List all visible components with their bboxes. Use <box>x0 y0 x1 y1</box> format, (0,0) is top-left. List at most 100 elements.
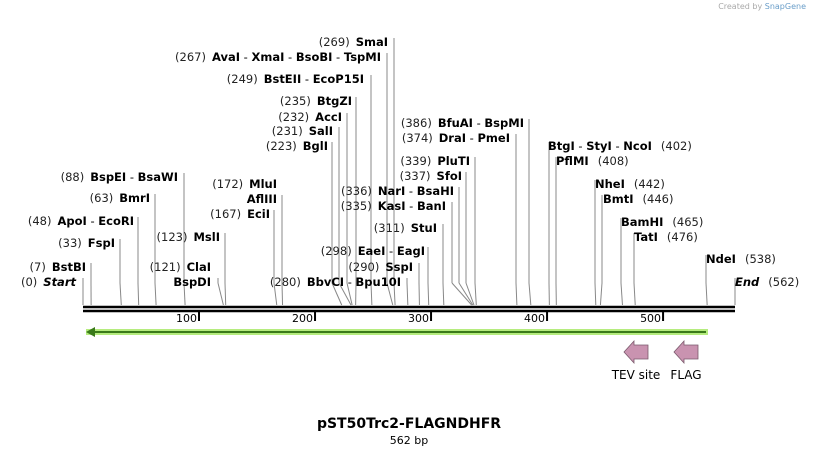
enzyme-name: End <box>735 275 760 289</box>
enzyme-label[interactable]: 33 FspI <box>58 236 115 250</box>
enzyme-label[interactable]: 235 BtgZI <box>280 94 352 108</box>
enzyme-position: 335 <box>341 199 372 213</box>
enzyme-position: 337 <box>400 169 431 183</box>
enzyme-label[interactable]: BamHI 465 <box>621 215 703 229</box>
enzyme-name: AvaI <box>211 50 241 64</box>
sequence-title: pST50Trc2-FLAGNDHFR <box>316 416 502 432</box>
enzyme-label[interactable]: 223 BglI <box>266 139 328 153</box>
enzyme-position: 0 <box>21 275 37 289</box>
enzyme-label[interactable]: 280 BbvCIBpu10I <box>270 275 401 289</box>
enzyme-label[interactable]: 231 SalI <box>272 124 333 138</box>
feature-label[interactable]: FLAG <box>670 368 702 382</box>
enzyme-label[interactable]: 63 BmrI <box>90 191 150 205</box>
enzyme-name: BsaWI <box>126 170 178 184</box>
enzyme-name: BspDI <box>173 275 211 289</box>
enzyme-label[interactable]: 88 BspEIBsaWI <box>61 170 178 184</box>
enzyme-label[interactable]: BspDI <box>173 275 211 289</box>
enzyme-name: BanI <box>406 199 446 213</box>
enzyme-label[interactable]: NdeI 538 <box>706 252 776 266</box>
enzyme-position: 442 <box>634 177 665 191</box>
enzyme-position: 123 <box>157 230 188 244</box>
enzyme-label[interactable]: 0 Start <box>21 275 76 289</box>
enzyme-label[interactable]: 335 KasIBanI <box>341 199 446 213</box>
enzyme-name: SmaI <box>355 35 388 49</box>
feature-label[interactable]: TEV site <box>611 368 661 382</box>
cut-site-line <box>465 282 475 306</box>
enzyme-position: 232 <box>278 110 309 124</box>
enzyme-label[interactable]: 337 SfoI <box>400 169 462 183</box>
sequence-length: 562 bp <box>389 434 429 447</box>
enzyme-label[interactable]: PflMI 408 <box>556 154 629 168</box>
enzyme-position: 167 <box>210 207 241 221</box>
enzyme-label[interactable]: 48 ApoIEcoRI <box>28 214 134 228</box>
cut-site-line <box>474 282 477 306</box>
cut-site-line <box>442 282 445 306</box>
enzyme-label[interactable]: 290 SspI <box>348 260 413 274</box>
cut-site-line <box>154 282 157 306</box>
enzyme-label[interactable]: 339 PluTI <box>400 154 470 168</box>
enzyme-position: 7 <box>30 260 46 274</box>
cut-site-line <box>393 282 396 306</box>
enzyme-label[interactable]: 172 MluI <box>212 177 277 191</box>
enzyme-label[interactable]: TatI 476 <box>634 230 698 244</box>
enzyme-name: BtgI <box>548 139 575 153</box>
enzyme-name: EaeI <box>357 244 386 258</box>
enzyme-position: 538 <box>745 252 776 266</box>
enzyme-label[interactable]: 7 BstBI <box>30 260 86 274</box>
enzyme-position: 336 <box>341 184 372 198</box>
enzyme-name: BmrI <box>119 191 150 205</box>
enzyme-label[interactable]: 336 NarIBsaHI <box>341 184 454 198</box>
enzyme-name: MslI <box>193 230 220 244</box>
cut-site-line <box>119 282 122 306</box>
snapgene-credit: Created by SnapGene <box>718 2 806 11</box>
enzyme-label[interactable]: 232 AccI <box>278 110 342 124</box>
enzyme-name: Bpu10I <box>344 275 401 289</box>
enzyme-label[interactable]: 249 BstEIIEcoP15I <box>227 72 364 86</box>
enzyme-position: 476 <box>667 230 698 244</box>
enzyme-name: BtgZI <box>316 94 352 108</box>
enzyme-label[interactable]: 123 MslI <box>157 230 220 244</box>
cut-site-line <box>137 282 140 306</box>
enzyme-position: 386 <box>401 116 432 130</box>
enzyme-name: BsoBI <box>284 50 332 64</box>
enzyme-label[interactable]: 311 StuI <box>374 221 437 235</box>
enzyme-label[interactable]: End 562 <box>735 275 799 289</box>
enzyme-position: 235 <box>280 94 311 108</box>
enzyme-name: PluTI <box>437 154 470 168</box>
enzyme-label[interactable]: 298 EaeIEagI <box>321 244 425 258</box>
enzyme-name: PflMI <box>556 154 589 168</box>
cut-site-line <box>458 282 474 306</box>
enzyme-label[interactable]: 267 AvaIXmaIBsoBITspMI <box>175 50 381 64</box>
enzyme-label[interactable]: NheI 442 <box>595 177 665 191</box>
enzyme-name: BspEI <box>90 170 127 184</box>
enzyme-name: ApoI <box>57 214 87 228</box>
cut-site-line <box>620 282 623 306</box>
enzyme-position: 402 <box>661 139 692 153</box>
enzyme-position: 290 <box>348 260 379 274</box>
enzyme-label[interactable]: 386 BfuAIBspMI <box>401 116 524 130</box>
cut-site-line <box>386 282 394 306</box>
orf-arrow-head <box>86 327 95 337</box>
enzyme-name: AccI <box>315 110 342 124</box>
cut-site-line <box>338 282 352 306</box>
enzyme-label[interactable]: 167 EciI <box>210 207 270 221</box>
enzyme-position: 121 <box>150 260 181 274</box>
enzyme-label[interactable]: BtgIStyINcoI 402 <box>548 139 692 153</box>
enzyme-position: 280 <box>270 275 301 289</box>
enzyme-label[interactable]: BmtI 446 <box>603 192 673 206</box>
enzyme-position: 267 <box>175 50 206 64</box>
enzyme-label[interactable]: 269 SmaI <box>319 35 388 49</box>
enzyme-label[interactable]: AflIII <box>247 192 277 206</box>
enzyme-name: KasI <box>377 199 406 213</box>
cut-site-line <box>406 282 409 306</box>
enzyme-label[interactable]: 121 ClaI <box>150 260 211 274</box>
cut-site-line <box>370 282 373 306</box>
cut-site-line <box>515 282 518 306</box>
enzyme-label[interactable]: 374 DraIPmeI <box>402 131 510 145</box>
enzyme-name: FspI <box>87 236 115 250</box>
cut-site-line <box>528 282 532 306</box>
enzyme-position: 48 <box>28 214 52 228</box>
enzyme-name: BglI <box>302 139 328 153</box>
